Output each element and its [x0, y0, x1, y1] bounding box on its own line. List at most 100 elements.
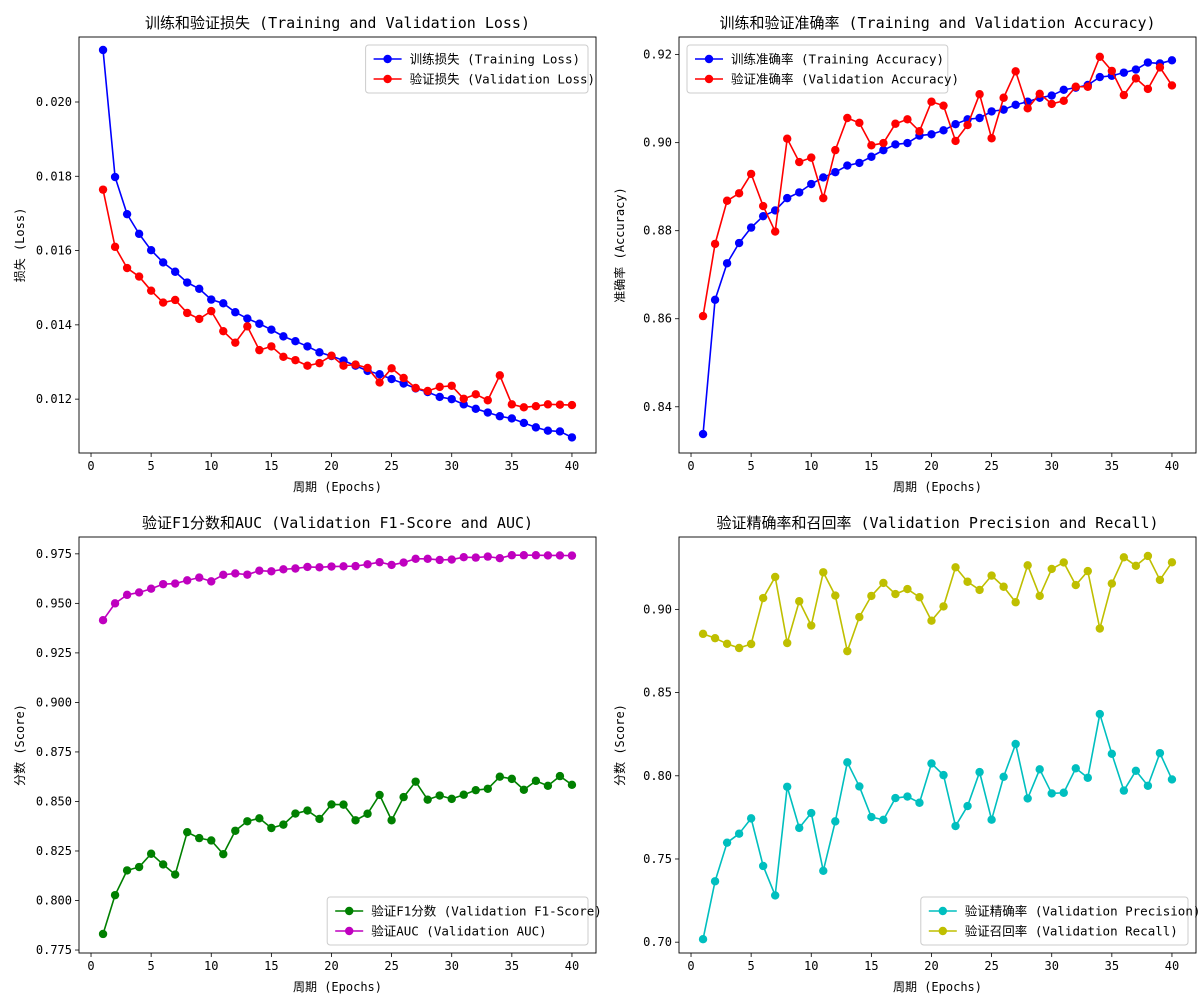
y-tick-label: 0.90 — [643, 602, 672, 616]
data-point — [783, 782, 792, 791]
x-tick-label: 0 — [687, 459, 694, 473]
data-point — [351, 561, 360, 571]
data-point — [519, 785, 529, 794]
data-point — [1071, 82, 1080, 91]
data-point — [243, 322, 252, 331]
data-point — [435, 392, 444, 402]
data-point — [1071, 580, 1080, 590]
data-point — [110, 890, 120, 900]
data-point — [231, 569, 240, 578]
data-point — [987, 815, 996, 824]
x-tick-label: 10 — [204, 959, 218, 973]
y-tick-label: 0.020 — [36, 95, 72, 109]
data-point — [1131, 65, 1141, 74]
series-line — [702, 59, 1173, 435]
data-point — [543, 781, 553, 791]
data-point — [183, 576, 192, 585]
data-point — [1023, 794, 1032, 803]
legend-swatch-marker — [938, 906, 947, 916]
data-point — [1011, 100, 1020, 109]
data-point — [710, 633, 720, 643]
data-point — [110, 599, 120, 608]
data-point — [734, 643, 744, 653]
data-point — [411, 554, 420, 563]
x-tick-label: 20 — [324, 959, 338, 973]
data-point — [1011, 739, 1020, 749]
data-point — [939, 101, 948, 110]
data-point — [303, 806, 312, 815]
y-tick-label: 0.018 — [36, 169, 72, 183]
data-point — [423, 554, 432, 563]
data-point — [1143, 551, 1153, 561]
data-point — [915, 127, 924, 136]
data-point — [770, 227, 780, 236]
data-point — [722, 259, 732, 268]
x-tick-label: 15 — [264, 459, 278, 473]
x-tick-label: 35 — [505, 959, 519, 973]
x-tick-label: 0 — [687, 959, 694, 973]
y-tick-label: 0.92 — [643, 48, 672, 62]
data-point — [1119, 68, 1129, 77]
data-point — [1011, 67, 1020, 76]
data-point — [387, 374, 396, 384]
data-point — [555, 551, 565, 560]
data-point — [122, 209, 132, 219]
data-point — [483, 408, 492, 417]
x-tick-label: 5 — [748, 959, 755, 973]
data-point — [1047, 564, 1056, 574]
y-tick-label: 0.84 — [643, 400, 672, 414]
y-tick-label: 0.775 — [36, 943, 72, 957]
data-point — [770, 572, 780, 582]
data-point — [435, 555, 444, 565]
accuracy-chart-panel: 训练和验证准确率 (Training and Validation Accura… — [600, 0, 1200, 500]
data-point — [459, 553, 468, 562]
data-point — [1095, 624, 1105, 633]
data-point — [987, 134, 996, 143]
data-point — [1047, 789, 1056, 798]
data-point — [207, 577, 216, 586]
data-point — [495, 412, 505, 421]
series-line — [702, 555, 1173, 652]
data-point — [543, 400, 553, 409]
data-point — [255, 566, 264, 575]
data-point — [999, 582, 1008, 591]
chart-title: 验证F1分数和AUC (Validation F1-Score and AUC) — [142, 514, 533, 532]
data-point — [423, 795, 432, 804]
legend-label: 训练准确率 (Training Accuracy) — [731, 52, 944, 67]
data-point — [927, 616, 936, 625]
data-point — [951, 119, 960, 129]
x-tick-label: 40 — [1165, 959, 1179, 973]
data-point — [843, 113, 852, 123]
data-point — [531, 423, 541, 432]
data-point — [734, 829, 744, 838]
data-point — [98, 185, 108, 194]
data-point — [519, 551, 529, 560]
x-tick-label: 40 — [565, 959, 579, 973]
data-point — [507, 414, 517, 423]
x-tick-label: 20 — [924, 959, 938, 973]
plot-frame — [78, 536, 597, 954]
data-point — [1155, 748, 1165, 758]
data-point — [255, 345, 264, 355]
data-point — [303, 361, 312, 370]
data-point — [867, 591, 876, 601]
legend-swatch-marker — [383, 74, 392, 84]
legend: 训练准确率 (Training Accuracy) 验证准确率 (Validati… — [686, 44, 959, 94]
series-line — [102, 189, 572, 409]
precision-recall-chart: 验证精确率和召回率 (Validation Precision and Reca… — [612, 514, 1200, 994]
data-point — [98, 45, 108, 55]
x-tick-label: 25 — [984, 459, 998, 473]
data-point — [758, 201, 768, 211]
data-point — [519, 418, 529, 428]
data-point — [831, 817, 840, 826]
data-point — [327, 351, 336, 360]
accuracy-chart: 训练和验证准确率 (Training and Validation Accura… — [612, 14, 1197, 494]
data-point — [387, 364, 396, 373]
x-tick-label: 15 — [864, 459, 878, 473]
data-point — [1083, 773, 1092, 782]
data-point — [495, 553, 505, 563]
data-point — [722, 639, 732, 649]
legend-label: 验证损失 (Validation Loss) — [410, 72, 595, 87]
legend-label: 验证准确率 (Validation Accuracy) — [731, 72, 959, 87]
y-axis-label: 准确率 (Accuracy) — [612, 187, 627, 302]
